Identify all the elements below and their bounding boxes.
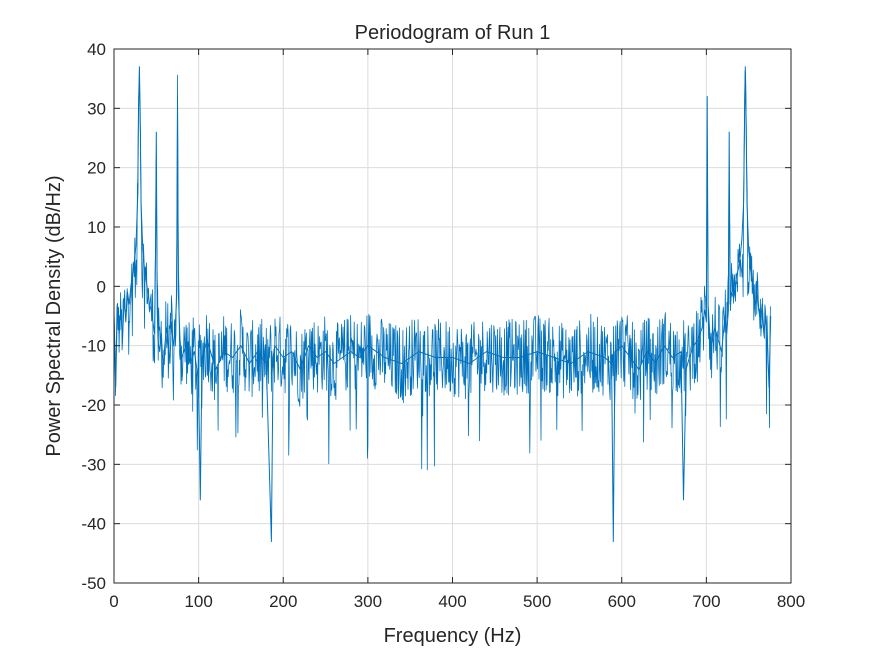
plot-area <box>113 66 772 542</box>
y-tick-label: 10 <box>87 218 106 237</box>
x-tick-label: 200 <box>269 592 297 611</box>
x-axis-label: Frequency (Hz) <box>384 625 522 647</box>
axis-ticks: 0 100 200 300 400 500 600 700 800-50-40-30-20-10… <box>81 40 805 611</box>
x-tick-label: 0 <box>109 592 118 611</box>
x-tick-label: 800 <box>777 592 805 611</box>
grid-lines <box>114 49 791 583</box>
x-tick-label: 300 <box>354 592 382 611</box>
y-tick-label: 30 <box>87 99 106 118</box>
psd-series-line <box>113 66 772 542</box>
x-tick-label: 500 <box>523 592 551 611</box>
x-tick-label: 400 <box>438 592 466 611</box>
y-tick-label: -10 <box>81 337 106 356</box>
y-tick-label: 20 <box>87 159 106 178</box>
chart-title: Periodogram of Run 1 <box>355 22 551 44</box>
x-tick-label: 700 <box>692 592 720 611</box>
y-tick-label: 0 <box>97 277 106 296</box>
y-tick-label: -50 <box>81 574 106 593</box>
y-axis-label: Power Spectral Density (dB/Hz) <box>43 175 65 456</box>
y-tick-label: 40 <box>87 40 106 59</box>
psd-noise-trace <box>113 70 771 471</box>
x-tick-label: 100 <box>184 592 212 611</box>
y-tick-label: -20 <box>81 396 106 415</box>
x-tick-label: 600 <box>608 592 636 611</box>
y-tick-label: -40 <box>81 515 106 534</box>
y-tick-label: -30 <box>81 455 106 474</box>
